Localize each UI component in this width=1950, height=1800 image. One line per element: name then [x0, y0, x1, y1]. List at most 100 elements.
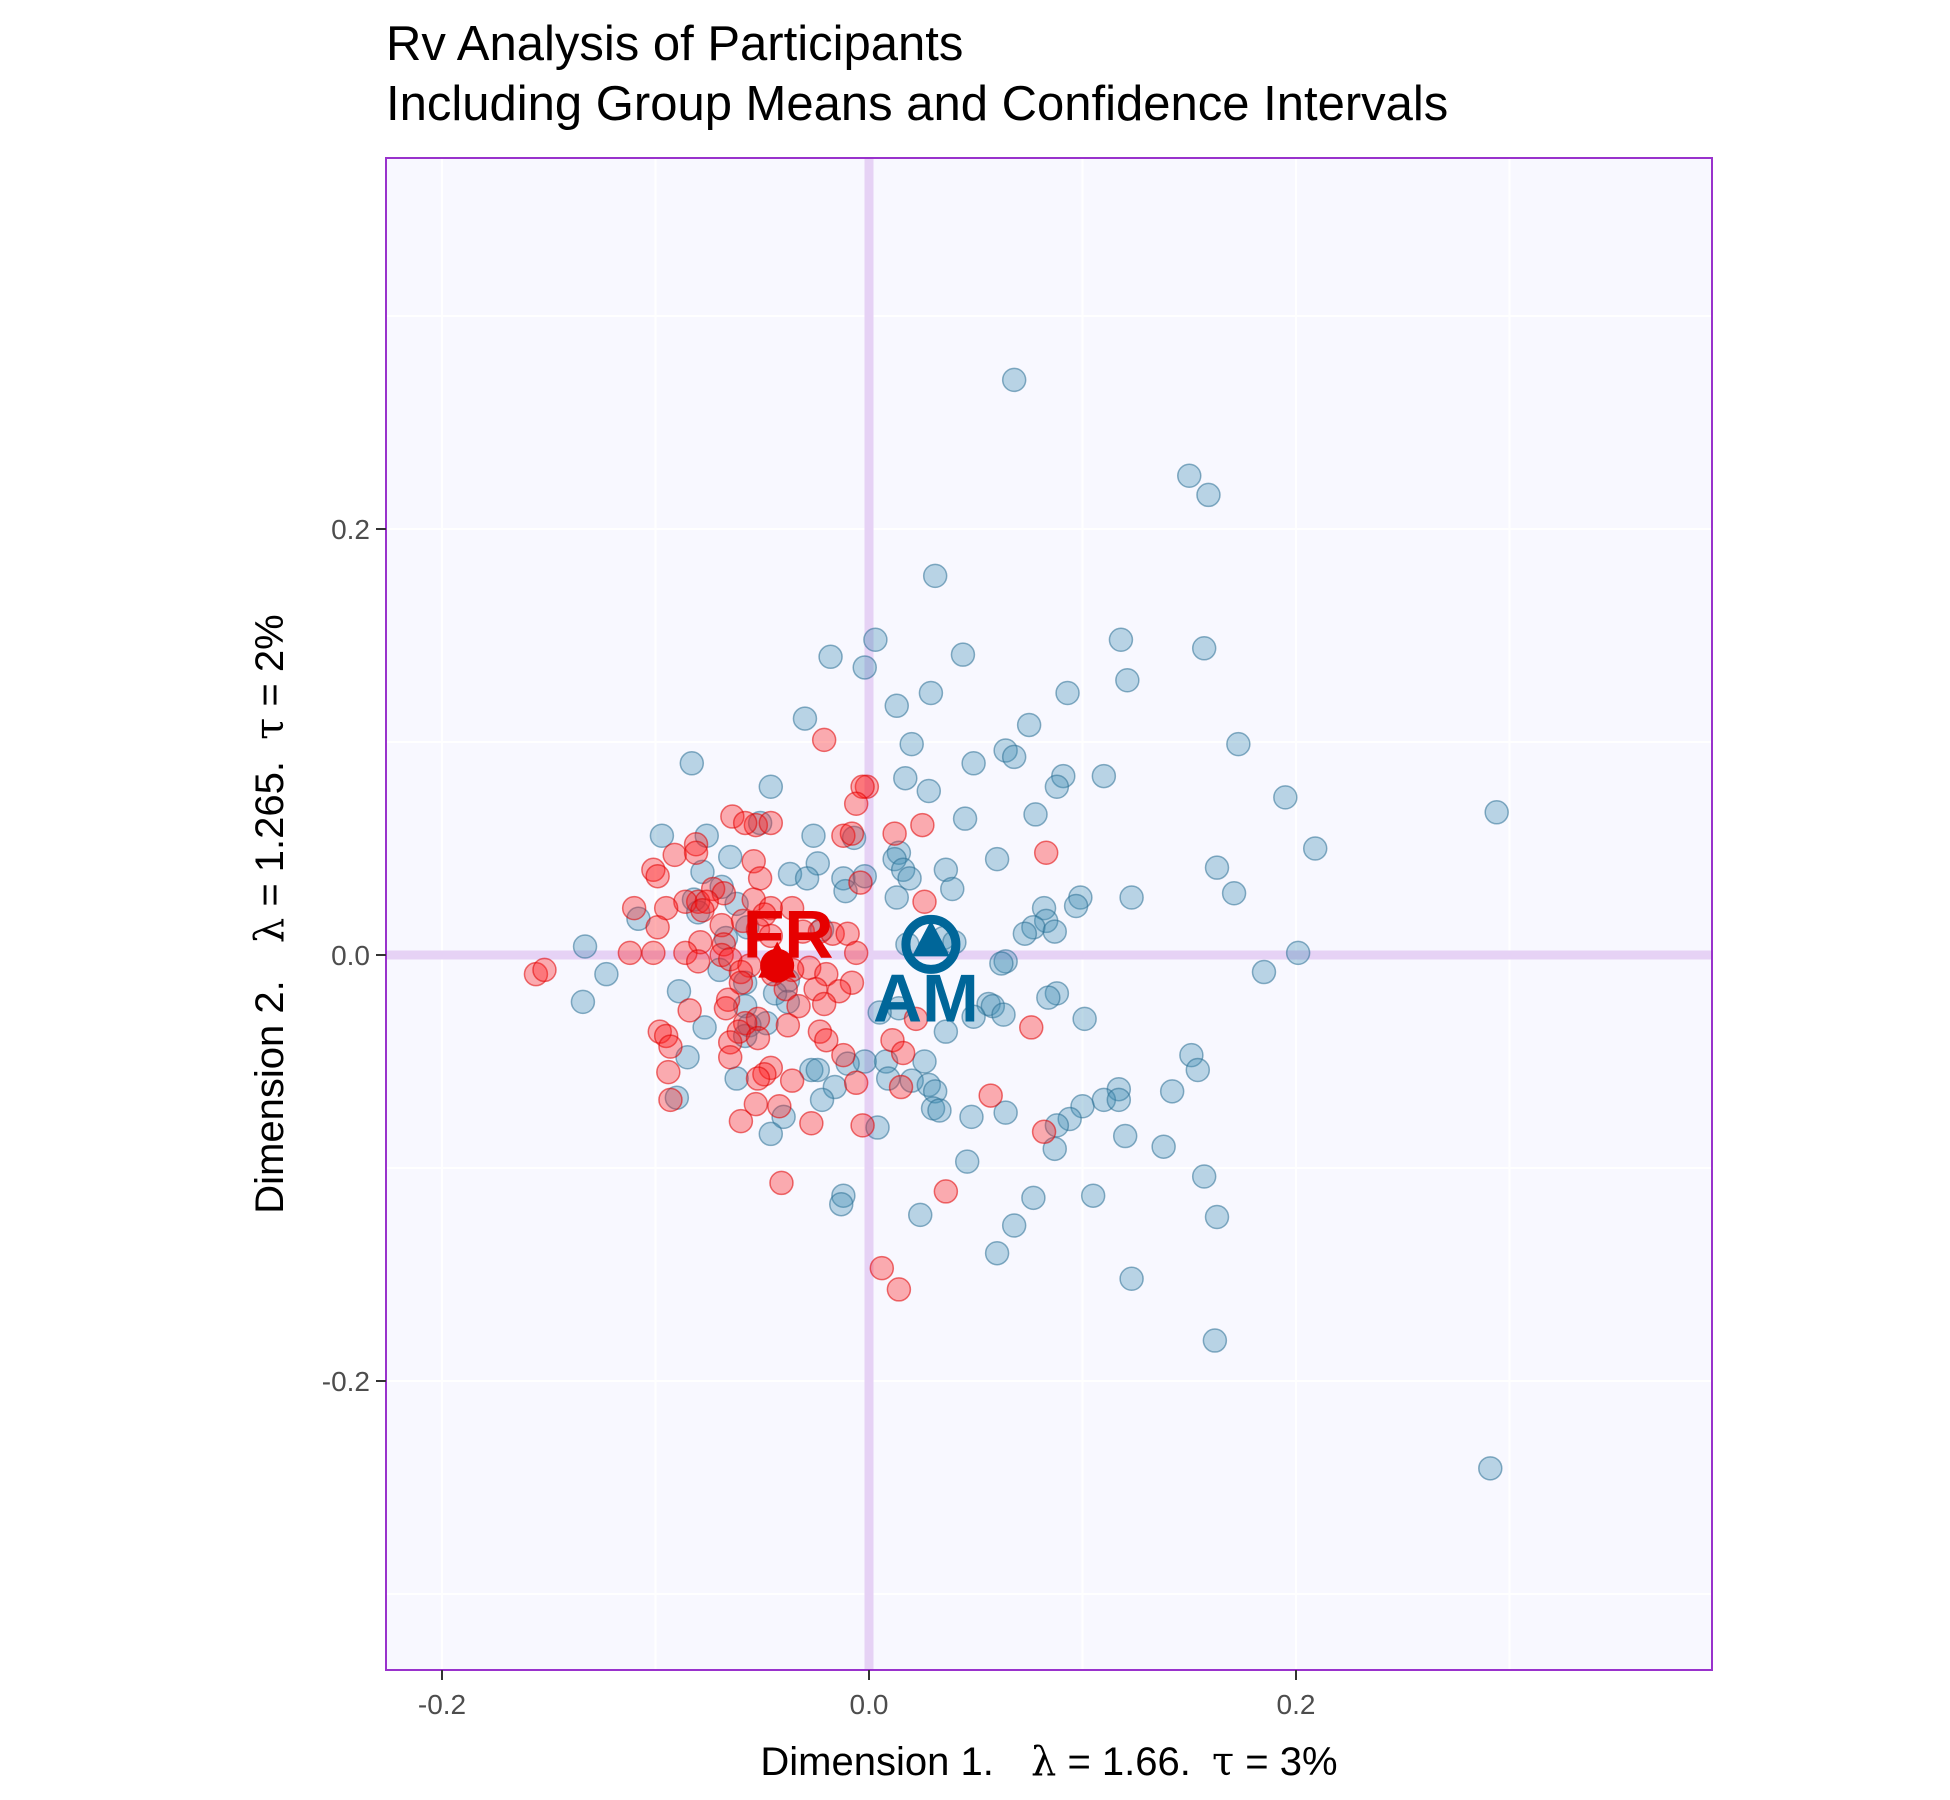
point-am [1302, 836, 1328, 861]
point-fr [713, 996, 739, 1021]
point-fr [779, 1068, 805, 1093]
x-label-tau-symbol: τ [1212, 1739, 1234, 1785]
point-am [1042, 919, 1067, 944]
series-fr [523, 727, 1059, 1302]
point-fr [886, 1277, 912, 1302]
point-am [799, 1057, 824, 1083]
point-am [1115, 667, 1140, 693]
y-label-lambda-value: = 1.265. [248, 761, 292, 907]
point-am [1112, 1123, 1138, 1149]
point-am [1016, 712, 1042, 738]
point-am [863, 627, 888, 653]
point-fr [910, 812, 935, 838]
x-tick-label: 0.2 [1277, 1689, 1316, 1720]
point-am [1012, 921, 1038, 946]
point-am [1191, 636, 1217, 661]
plot-border [385, 157, 1713, 1671]
point-fr [683, 840, 709, 866]
point-fr [843, 1070, 869, 1096]
x-tick-label: -0.2 [418, 1689, 466, 1720]
point-am [993, 949, 1018, 974]
point-fr [769, 1170, 794, 1196]
point-am [1159, 1079, 1185, 1104]
title-line-1: Rv Analysis of Participants [386, 17, 964, 71]
point-fr [839, 821, 865, 846]
point-am [1177, 463, 1202, 488]
point-am [1119, 1266, 1144, 1292]
group-label-am: AM [873, 960, 979, 1036]
point-am [692, 1015, 717, 1040]
point-fr [888, 1074, 914, 1100]
origin-lines [386, 158, 1712, 1670]
point-am [952, 806, 978, 831]
point-am [1202, 1328, 1228, 1353]
point-fr [1019, 1015, 1044, 1040]
point-am [1001, 744, 1027, 770]
point-fr [786, 993, 811, 1019]
point-fr [658, 1087, 683, 1113]
point-am [899, 731, 924, 757]
point-am [1273, 785, 1298, 810]
point-am [1108, 627, 1134, 653]
mean-marker-fr-triangle [758, 941, 797, 978]
point-am [594, 961, 619, 987]
point-fr [1033, 840, 1059, 866]
point-am [922, 563, 948, 589]
point-fr [717, 1044, 743, 1070]
point-am [991, 1002, 1016, 1027]
point-fr [732, 810, 758, 836]
x-label-lambda-value: = 1.66. [1067, 1740, 1190, 1784]
point-am [1196, 482, 1221, 508]
point-am [1055, 680, 1080, 706]
point-am [758, 774, 784, 799]
point-am [649, 823, 675, 848]
point-am [828, 1191, 854, 1217]
point-am [918, 680, 944, 706]
point-fr [807, 1019, 833, 1044]
point-am [907, 1202, 933, 1228]
y-label-tau-value: = 2% [248, 614, 292, 706]
point-am [805, 1057, 831, 1083]
point-fr [730, 908, 756, 934]
point-am [916, 778, 942, 804]
point-am [897, 866, 922, 891]
point-fr [814, 1027, 839, 1053]
y-tick-label: 0.0 [331, 940, 370, 971]
point-am [993, 1100, 1018, 1125]
point-fr [645, 863, 670, 889]
point-fr [831, 1042, 856, 1068]
point-am [893, 765, 918, 791]
plot-panel [386, 158, 1712, 1670]
y-label-prefix: Dimension 2. [248, 980, 292, 1213]
point-fr [745, 1066, 771, 1091]
point-fr [880, 1027, 905, 1053]
point-fr [690, 898, 715, 923]
y-label-lambda-symbol: λ [247, 918, 293, 943]
point-am [1080, 1183, 1106, 1208]
point-am [933, 857, 959, 883]
point-am [818, 644, 843, 670]
point-am [833, 878, 858, 904]
point-fr [758, 923, 784, 949]
point-fr [641, 940, 666, 966]
point-fr [843, 940, 869, 966]
point-fr [709, 912, 734, 938]
point-fr [645, 915, 670, 940]
point-am [1001, 1213, 1027, 1238]
point-fr [758, 810, 784, 836]
point-am [572, 934, 598, 959]
point-am [940, 876, 965, 902]
point-fr [1031, 1119, 1057, 1145]
point-am [1285, 940, 1311, 966]
point-fr [799, 1111, 824, 1136]
point-fr [903, 1006, 929, 1032]
point-fr [728, 970, 754, 995]
chart-title: Rv Analysis of Participants Including Gr… [386, 14, 1448, 134]
point-fr [811, 991, 837, 1017]
title-line-2: Including Group Means and Confidence Int… [386, 77, 1449, 131]
point-am [1478, 1456, 1503, 1481]
point-am [809, 1087, 835, 1113]
data-points [523, 367, 1509, 1481]
point-fr [677, 998, 702, 1023]
point-am [984, 1240, 1010, 1266]
